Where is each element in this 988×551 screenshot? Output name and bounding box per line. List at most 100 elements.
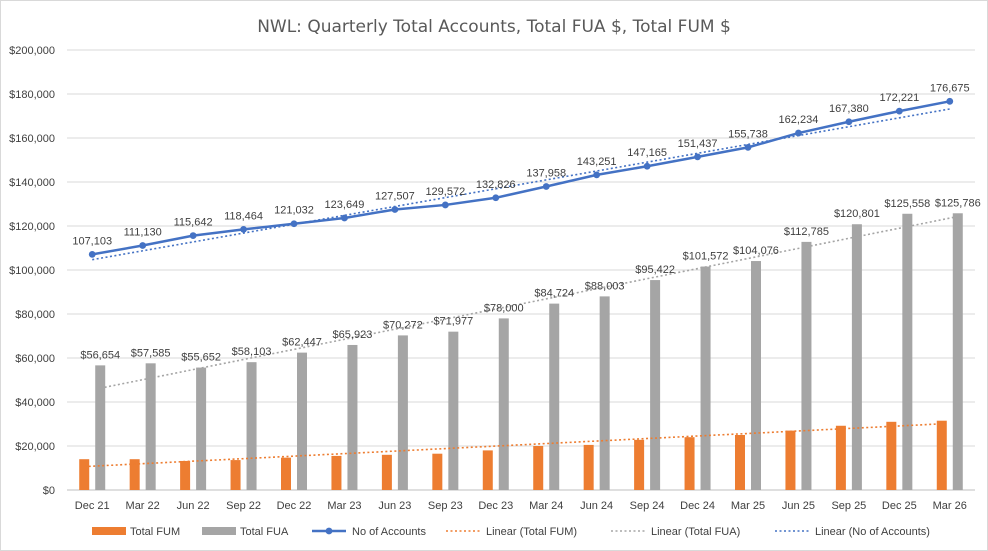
accounts-point: [492, 194, 500, 202]
accounts-point: [542, 183, 550, 190]
total-fum-bar: [432, 453, 443, 490]
data-labels: $56,654 $57,585 $55,652 $58,103 $62,447 $65,9…: [72, 82, 980, 363]
fua-data-label: $125,558: [884, 198, 930, 210]
fua-data-label: $125,786: [935, 197, 981, 209]
y-tick-label: $40,000: [15, 397, 55, 409]
x-tick-label: Sep 24: [630, 500, 665, 512]
fua-data-label: $120,801: [834, 208, 880, 220]
accounts-data-label: 129,572: [425, 186, 465, 198]
total-fua-bar: [397, 335, 408, 490]
accounts-point: [139, 242, 147, 249]
accounts-data-label: 172,221: [879, 92, 919, 104]
fua-data-label: $62,447: [282, 337, 322, 349]
x-tick-label: Sep 23: [428, 500, 463, 512]
legend-label: Total FUA: [240, 526, 289, 538]
bars: [79, 213, 963, 490]
legend-label: Linear (No of Accounts): [815, 526, 930, 538]
trendline-total-fum: [84, 423, 942, 468]
legend-item: Linear (Total FUA): [611, 526, 740, 538]
legend-label: No of Accounts: [352, 526, 426, 538]
x-tick-label: Sep 22: [226, 500, 261, 512]
fua-data-label: $88,003: [585, 280, 625, 292]
total-fum-bar: [634, 439, 645, 490]
x-axis-ticks: Dec 21 Mar 22 Jun 22 Sep 22 Dec 22 Mar 23 Jun …: [75, 500, 967, 512]
total-fum-bar: [835, 425, 846, 490]
fua-data-label: $104,076: [733, 245, 779, 257]
y-tick-label: $60,000: [15, 353, 55, 365]
y-tick-label: $200,000: [9, 45, 55, 57]
x-tick-label: Dec 25: [882, 500, 917, 512]
accounts-line: [88, 97, 954, 258]
total-fua-bar: [196, 367, 207, 490]
accounts-data-label: 127,507: [375, 190, 415, 202]
accounts-point: [593, 171, 601, 179]
y-tick-label: $20,000: [15, 441, 55, 453]
total-fum-bar: [735, 435, 745, 490]
total-fua-bar: [851, 224, 862, 490]
legend-label: Total FUM: [130, 526, 180, 538]
total-fua-bar: [145, 363, 156, 490]
y-tick-label: $140,000: [9, 177, 55, 189]
accounts-point: [845, 118, 853, 126]
total-fua-bar: [347, 344, 358, 490]
accounts-data-label: 132,826: [476, 179, 516, 191]
accounts-point: [895, 107, 903, 115]
fua-data-label: $101,572: [683, 251, 729, 263]
legend-item: No of Accounts: [312, 526, 426, 538]
accounts-data-label: 107,103: [72, 235, 112, 247]
accounts-point: [694, 153, 701, 161]
accounts-point: [88, 250, 96, 258]
total-fua-bar: [498, 318, 509, 490]
accounts-data-label: 111,130: [124, 227, 162, 239]
total-fum-bar: [180, 460, 191, 490]
fua-data-label: $56,654: [80, 349, 120, 361]
total-fua-bar: [297, 352, 307, 490]
x-tick-label: Dec 23: [478, 500, 513, 512]
accounts-data-label: 155,738: [728, 128, 768, 140]
accounts-point: [341, 214, 348, 222]
x-tick-label: Jun 23: [378, 500, 411, 512]
y-axis-ticks: $0 $20,000 $40,000 $60,000 $80,000 $100,000 $1…: [9, 45, 55, 497]
total-fum-bar: [331, 455, 342, 490]
total-fum-bar: [533, 446, 544, 490]
accounts-data-label: 167,380: [829, 103, 869, 115]
total-fum-bar: [583, 444, 594, 490]
fua-data-label: $58,103: [232, 346, 272, 358]
y-tick-label: $100,000: [9, 265, 55, 277]
legend-item: Total FUM: [92, 526, 180, 538]
accounts-point: [290, 220, 298, 228]
total-fum-bar: [281, 457, 291, 490]
total-fua-bar: [801, 241, 812, 490]
fua-data-label: $70,272: [383, 319, 423, 331]
total-fua-bar: [95, 365, 106, 490]
legend-item: Total FUA: [202, 526, 289, 538]
x-tick-label: Dec 24: [680, 500, 715, 512]
total-fua-bar: [902, 213, 913, 490]
total-fum-bar: [230, 460, 241, 490]
total-fua-bar: [952, 213, 963, 490]
legend-label: Linear (Total FUM): [486, 526, 577, 538]
total-fua-bar: [448, 331, 459, 490]
x-tick-label: Jun 22: [177, 500, 210, 512]
x-tick-label: Mar 22: [126, 500, 160, 512]
y-tick-label: $80,000: [15, 309, 55, 321]
x-tick-label: Mar 25: [731, 500, 765, 512]
total-fua-bar: [650, 280, 661, 490]
accounts-data-label: 121,032: [274, 205, 314, 217]
accounts-data-label: 143,251: [577, 156, 617, 168]
x-tick-label: Mar 23: [327, 500, 361, 512]
total-fua-bar: [246, 362, 257, 490]
total-fum-bar: [482, 450, 493, 490]
legend-marker: [325, 527, 333, 535]
total-fum-bar: [785, 430, 796, 490]
fua-data-label: $65,923: [333, 329, 373, 341]
total-fua-bar: [751, 261, 761, 490]
chart-title: NWL: Quarterly Total Accounts, Total FUA…: [257, 17, 731, 37]
fua-data-label: $57,585: [131, 347, 171, 359]
trendline-no-of-accounts: [92, 108, 950, 261]
legend-item: Linear (Total FUM): [446, 526, 577, 538]
accounts-data-label: 115,642: [174, 217, 213, 229]
x-tick-label: Dec 22: [277, 500, 312, 512]
